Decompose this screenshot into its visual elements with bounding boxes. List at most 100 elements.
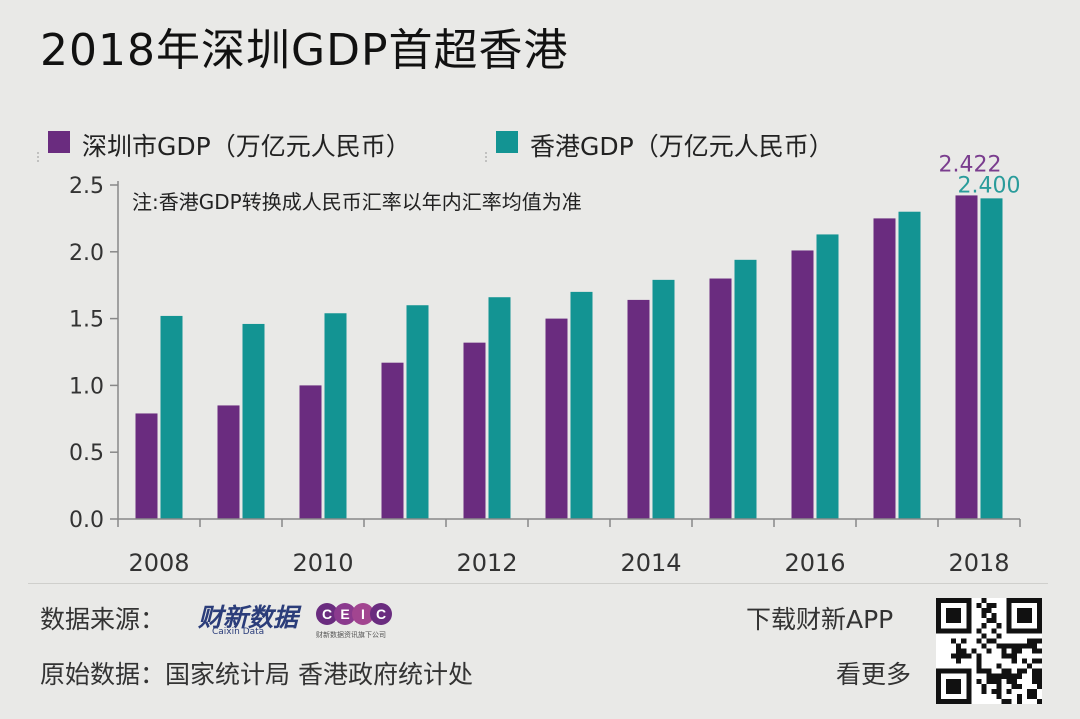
qr-module <box>951 653 957 659</box>
qr-module <box>1011 648 1017 654</box>
qr-module <box>996 673 1002 679</box>
bar <box>545 318 568 519</box>
qr-module <box>1011 678 1017 684</box>
qr-module <box>1036 648 1042 654</box>
qr-module <box>981 668 987 674</box>
qr-module <box>1011 653 1017 659</box>
x-tick-label: 2016 <box>784 549 845 577</box>
download-app-label: 下载财新APP <box>746 605 894 634</box>
qr-module <box>1011 658 1017 664</box>
bars <box>135 195 1003 520</box>
qr-module <box>1031 668 1037 674</box>
qr-module <box>996 643 1002 649</box>
qr-module <box>1011 643 1017 649</box>
bar <box>955 195 978 519</box>
qr-module <box>956 648 962 654</box>
qr-module <box>1026 663 1032 669</box>
y-tick-label: 0.5 <box>69 441 104 466</box>
qr-module <box>1016 698 1022 704</box>
qr-module <box>981 688 987 694</box>
qr-module <box>951 638 957 644</box>
legend-label: 深圳市GDP（万亿元人民币） <box>82 132 411 161</box>
qr-module <box>996 633 1002 639</box>
qr-module <box>1006 678 1012 684</box>
y-tick-label: 1.5 <box>69 308 104 333</box>
qr-module <box>996 683 1002 689</box>
qr-module <box>1001 648 1007 654</box>
qr-module <box>1036 668 1042 674</box>
qr-module <box>1016 693 1022 699</box>
qr-module <box>1031 673 1037 679</box>
qr-module <box>986 673 992 679</box>
qr-module <box>961 638 967 644</box>
qr-module <box>981 598 987 604</box>
bar <box>217 405 240 519</box>
qr-module <box>986 603 992 609</box>
qr-module <box>981 683 987 689</box>
qr-module <box>996 623 1002 629</box>
qr-module <box>981 633 987 639</box>
x-tick-label: 2018 <box>948 549 1009 577</box>
qr-module <box>1036 658 1042 664</box>
qr-module <box>1036 678 1042 684</box>
raw-data-source: 原始数据：国家统计局 香港政府统计处 <box>40 660 473 689</box>
chart-note: 注:香港GDP转换成人民币汇率以年内汇率均值为准 <box>132 190 582 214</box>
qr-module <box>981 643 987 649</box>
y-axis: 0.0 0.5 1.0 1.5 2.0 2.5 <box>69 174 119 533</box>
qr-module <box>1006 668 1012 674</box>
qr-module <box>996 693 1002 699</box>
ceic-logo-subtitle: 财新数据资讯旗下公司 <box>316 631 386 639</box>
bar <box>816 234 839 519</box>
ceic-letter: C <box>376 606 386 622</box>
qr-module <box>1031 648 1037 654</box>
bar <box>570 291 593 519</box>
qr-module <box>976 638 982 644</box>
qr-module <box>976 658 982 664</box>
qr-module <box>961 648 967 654</box>
qr-module <box>1031 688 1037 694</box>
bar <box>160 315 183 519</box>
qr-module <box>956 653 962 659</box>
legend: 深圳市GDP（万亿元人民币） 香港GDP（万亿元人民币） <box>37 131 834 164</box>
bar <box>873 218 896 519</box>
qr-module <box>971 648 977 654</box>
qr-module <box>1021 658 1027 664</box>
data-label: 2.400 <box>958 173 1021 198</box>
y-tick-label: 0.0 <box>69 508 104 533</box>
qr-module <box>1016 673 1022 679</box>
bar <box>135 413 158 519</box>
y-tick-label: 2.0 <box>69 241 104 266</box>
qr-code-icon[interactable] <box>936 598 1042 704</box>
qr-module <box>1031 643 1037 649</box>
qr-module <box>976 653 982 659</box>
x-tick-label: 2012 <box>456 549 517 577</box>
bar <box>406 305 429 519</box>
qr-module <box>991 688 997 694</box>
qr-module <box>981 623 987 629</box>
qr-module <box>986 608 992 614</box>
qr-module <box>1016 668 1022 674</box>
bar <box>734 259 757 519</box>
x-tick-label: 2014 <box>620 549 681 577</box>
source-label: 数据来源： <box>40 605 166 634</box>
bar <box>627 299 650 519</box>
bar <box>791 250 814 520</box>
qr-module <box>991 678 997 684</box>
qr-module <box>986 678 992 684</box>
footer-divider <box>28 583 1048 584</box>
qr-module <box>961 653 967 659</box>
bar <box>980 198 1003 520</box>
qr-module <box>1026 643 1032 649</box>
qr-module <box>1006 698 1012 704</box>
qr-module <box>986 668 992 674</box>
qr-module <box>991 613 997 619</box>
qr-finder <box>946 678 962 694</box>
y-tick-label: 2.5 <box>69 174 104 199</box>
qr-finder <box>946 608 962 624</box>
bar <box>463 342 486 519</box>
qr-module <box>1031 693 1037 699</box>
qr-module <box>1001 643 1007 649</box>
qr-module <box>976 628 982 634</box>
qr-module <box>991 673 997 679</box>
qr-module <box>996 663 1002 669</box>
